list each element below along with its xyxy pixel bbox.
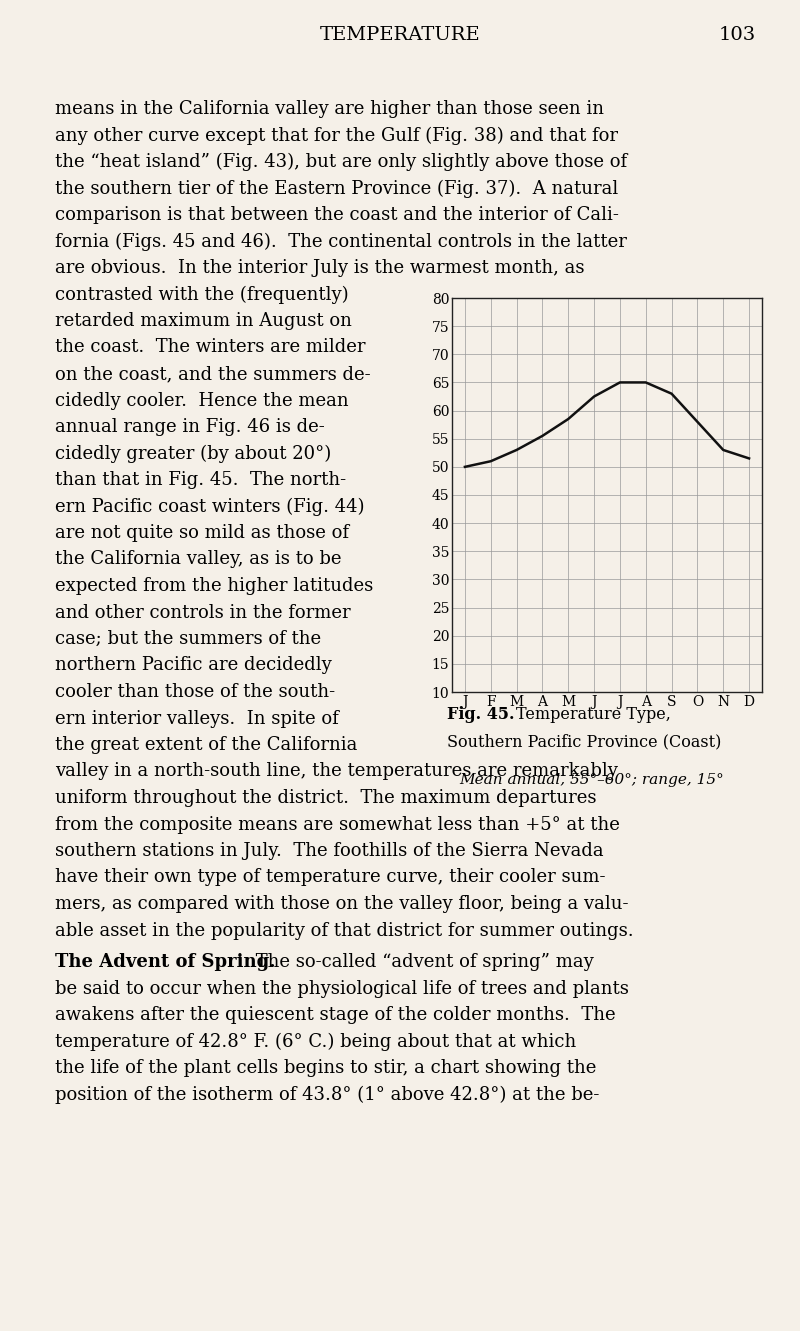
Text: cidedly cooler.  Hence the mean: cidedly cooler. Hence the mean — [55, 391, 349, 410]
Text: cidedly greater (by about 20°): cidedly greater (by about 20°) — [55, 445, 331, 463]
Text: the great extent of the California: the great extent of the California — [55, 736, 358, 753]
Text: Southern Pacific Province (Coast): Southern Pacific Province (Coast) — [447, 733, 722, 751]
Text: ern Pacific coast winters (Fig. 44): ern Pacific coast winters (Fig. 44) — [55, 498, 365, 515]
Text: TEMPERATURE: TEMPERATURE — [320, 27, 480, 44]
Text: fornia (Figs. 45 and 46).  The continental controls in the latter: fornia (Figs. 45 and 46). The continenta… — [55, 233, 627, 250]
Text: on the coast, and the summers de-: on the coast, and the summers de- — [55, 365, 370, 383]
Text: be said to occur when the physiological life of trees and plants: be said to occur when the physiological … — [55, 980, 629, 997]
Text: any other curve except that for the Gulf (Fig. 38) and that for: any other curve except that for the Gulf… — [55, 126, 618, 145]
Text: means in the California valley are higher than those seen in: means in the California valley are highe… — [55, 100, 604, 118]
Text: and other controls in the former: and other controls in the former — [55, 603, 350, 622]
Text: cooler than those of the south-: cooler than those of the south- — [55, 683, 335, 701]
Text: from the composite means are somewhat less than +5° at the: from the composite means are somewhat le… — [55, 816, 620, 833]
Text: able asset in the popularity of that district for summer outings.: able asset in the popularity of that dis… — [55, 921, 634, 940]
Text: Temperature Type,: Temperature Type, — [516, 707, 671, 723]
Text: valley in a north-south line, the temperatures are remarkably: valley in a north-south line, the temper… — [55, 763, 618, 780]
Text: awakens after the quiescent stage of the colder months.  The: awakens after the quiescent stage of the… — [55, 1006, 616, 1024]
Text: the California valley, as is to be: the California valley, as is to be — [55, 551, 342, 568]
Text: The Advent of Spring.: The Advent of Spring. — [55, 953, 276, 972]
Text: mers, as compared with those on the valley floor, being a valu-: mers, as compared with those on the vall… — [55, 894, 629, 913]
Text: case; but the summers of the: case; but the summers of the — [55, 630, 321, 648]
Text: retarded maximum in August on: retarded maximum in August on — [55, 311, 352, 330]
Text: the “heat island” (Fig. 43), but are only slightly above those of: the “heat island” (Fig. 43), but are onl… — [55, 153, 627, 172]
Text: Mean annual, 55°–60°; range, 15°: Mean annual, 55°–60°; range, 15° — [459, 773, 724, 787]
Text: annual range in Fig. 46 is de-: annual range in Fig. 46 is de- — [55, 418, 325, 437]
Text: than that in Fig. 45.  The north-: than that in Fig. 45. The north- — [55, 471, 346, 488]
Text: are not quite so mild as those of: are not quite so mild as those of — [55, 524, 349, 542]
Text: are obvious.  In the interior July is the warmest month, as: are obvious. In the interior July is the… — [55, 260, 585, 277]
Text: northern Pacific are decidedly: northern Pacific are decidedly — [55, 656, 332, 675]
Text: the southern tier of the Eastern Province (Fig. 37).  A natural: the southern tier of the Eastern Provinc… — [55, 180, 618, 198]
Text: ern interior valleys.  In spite of: ern interior valleys. In spite of — [55, 709, 338, 728]
Text: uniform throughout the district.  The maximum departures: uniform throughout the district. The max… — [55, 789, 597, 807]
Text: The so-called “advent of spring” may: The so-called “advent of spring” may — [250, 953, 594, 972]
Text: southern stations in July.  The foothills of the Sierra Nevada: southern stations in July. The foothills… — [55, 843, 604, 860]
Text: position of the isotherm of 43.8° (1° above 42.8°) at the be-: position of the isotherm of 43.8° (1° ab… — [55, 1086, 599, 1103]
Text: the coast.  The winters are milder: the coast. The winters are milder — [55, 338, 366, 357]
Text: have their own type of temperature curve, their cooler sum-: have their own type of temperature curve… — [55, 869, 606, 886]
Text: 103: 103 — [718, 27, 756, 44]
Text: the life of the plant cells begins to stir, a chart showing the: the life of the plant cells begins to st… — [55, 1059, 596, 1077]
Text: expected from the higher latitudes: expected from the higher latitudes — [55, 578, 374, 595]
Text: Fig. 45.: Fig. 45. — [447, 707, 514, 723]
Text: contrasted with the (frequently): contrasted with the (frequently) — [55, 286, 349, 303]
Text: temperature of 42.8° F. (6° C.) being about that at which: temperature of 42.8° F. (6° C.) being ab… — [55, 1033, 576, 1050]
Text: comparison is that between the coast and the interior of Cali-: comparison is that between the coast and… — [55, 206, 619, 224]
